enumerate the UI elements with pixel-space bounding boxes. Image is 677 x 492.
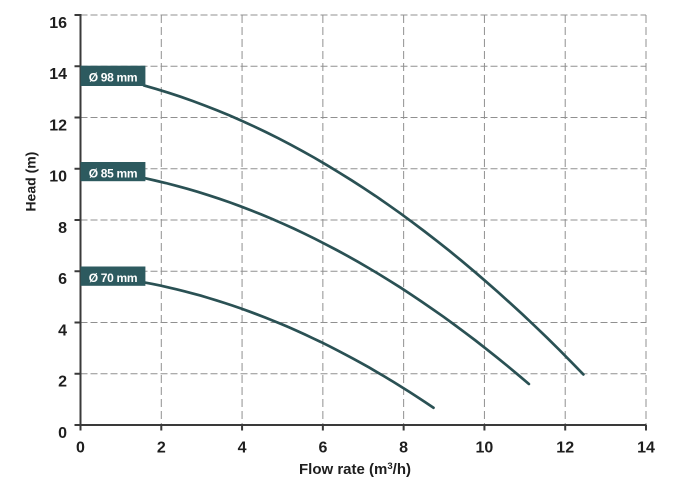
svg-text:14: 14 (49, 66, 67, 83)
svg-text:Head (m): Head (m) (23, 152, 39, 212)
svg-text:6: 6 (58, 271, 67, 288)
svg-text:Ø 98 mm: Ø 98 mm (89, 71, 138, 85)
svg-text:12: 12 (556, 439, 574, 456)
svg-text:6: 6 (318, 439, 327, 456)
svg-text:Ø 85 mm: Ø 85 mm (89, 166, 138, 180)
svg-text:0: 0 (58, 425, 67, 442)
svg-text:8: 8 (58, 220, 67, 237)
svg-text:8: 8 (399, 439, 408, 456)
svg-text:4: 4 (58, 322, 67, 339)
svg-text:0: 0 (76, 439, 85, 456)
svg-text:12: 12 (49, 117, 67, 134)
svg-text:2: 2 (58, 374, 67, 391)
svg-text:Ø 70 mm: Ø 70 mm (89, 271, 138, 285)
svg-text:2: 2 (157, 439, 166, 456)
svg-text:16: 16 (49, 15, 67, 32)
svg-text:10: 10 (49, 169, 67, 186)
svg-text:4: 4 (238, 439, 247, 456)
svg-text:14: 14 (637, 439, 655, 456)
svg-text:10: 10 (476, 439, 494, 456)
svg-text:Flow rate (m3/h): Flow rate (m3/h) (299, 461, 411, 478)
